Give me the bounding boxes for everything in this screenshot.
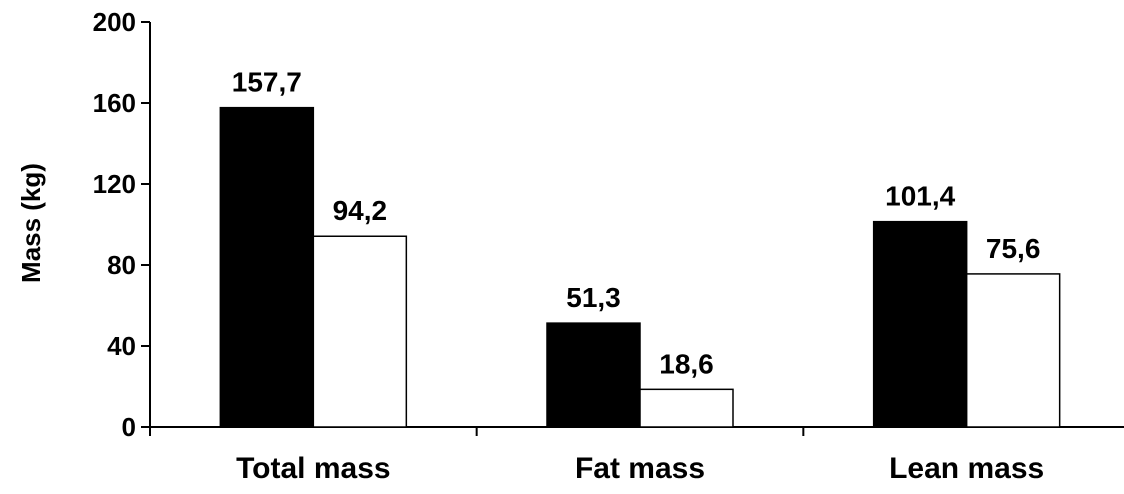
data-label: 51,3 (566, 282, 621, 313)
bar (874, 222, 967, 427)
y-tick-label: 40 (107, 331, 136, 361)
bar (547, 323, 640, 427)
y-axis-title: Mass (kg) (16, 163, 46, 283)
bar (313, 236, 406, 427)
data-label: 75,6 (986, 233, 1041, 264)
bar (640, 389, 733, 427)
bar (967, 274, 1060, 427)
data-label: 101,4 (885, 181, 955, 212)
y-tick-label: 80 (107, 250, 136, 280)
plot-area: 0 40 80 120 160 200 157,7 94,2 Total mass 51,3 18,… (93, 7, 1124, 485)
x-category-label: Fat mass (575, 452, 705, 485)
data-label: 18,6 (659, 348, 714, 379)
bar (220, 108, 313, 427)
x-category-label: Total mass (236, 452, 391, 485)
y-tick-label: 0 (122, 412, 136, 442)
y-tick-label: 200 (93, 7, 136, 37)
data-label: 157,7 (232, 67, 302, 98)
y-tick-label: 160 (93, 88, 136, 118)
x-category-label: Lean mass (889, 452, 1044, 485)
y-tick-label: 120 (93, 169, 136, 199)
data-label: 94,2 (333, 195, 388, 226)
